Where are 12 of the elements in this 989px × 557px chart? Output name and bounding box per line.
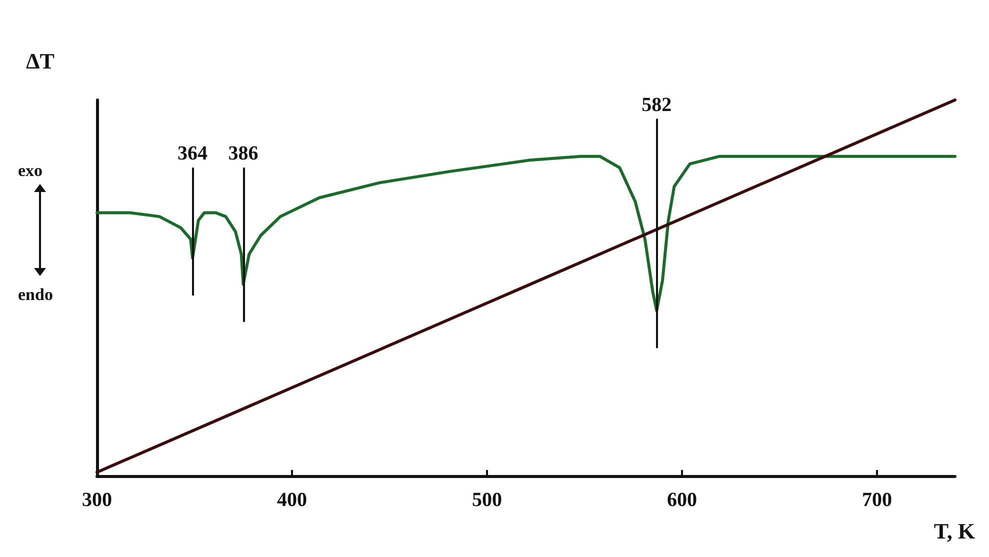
annotation: 386 (228, 142, 258, 165)
annotation: 364 (178, 142, 208, 165)
x-tick-label: 700 (862, 489, 892, 511)
text: endo (18, 285, 53, 304)
y-axis-title: ΔT (26, 48, 55, 74)
x-tick-label: 500 (472, 489, 502, 511)
x-tick-label: 600 (667, 489, 697, 511)
x-tick-label: 400 (277, 489, 307, 511)
annotation: 582 (642, 94, 672, 116)
x-axis-title: T, K (934, 518, 976, 544)
text: exo (18, 161, 43, 180)
x-tick-label: 300 (82, 489, 112, 511)
